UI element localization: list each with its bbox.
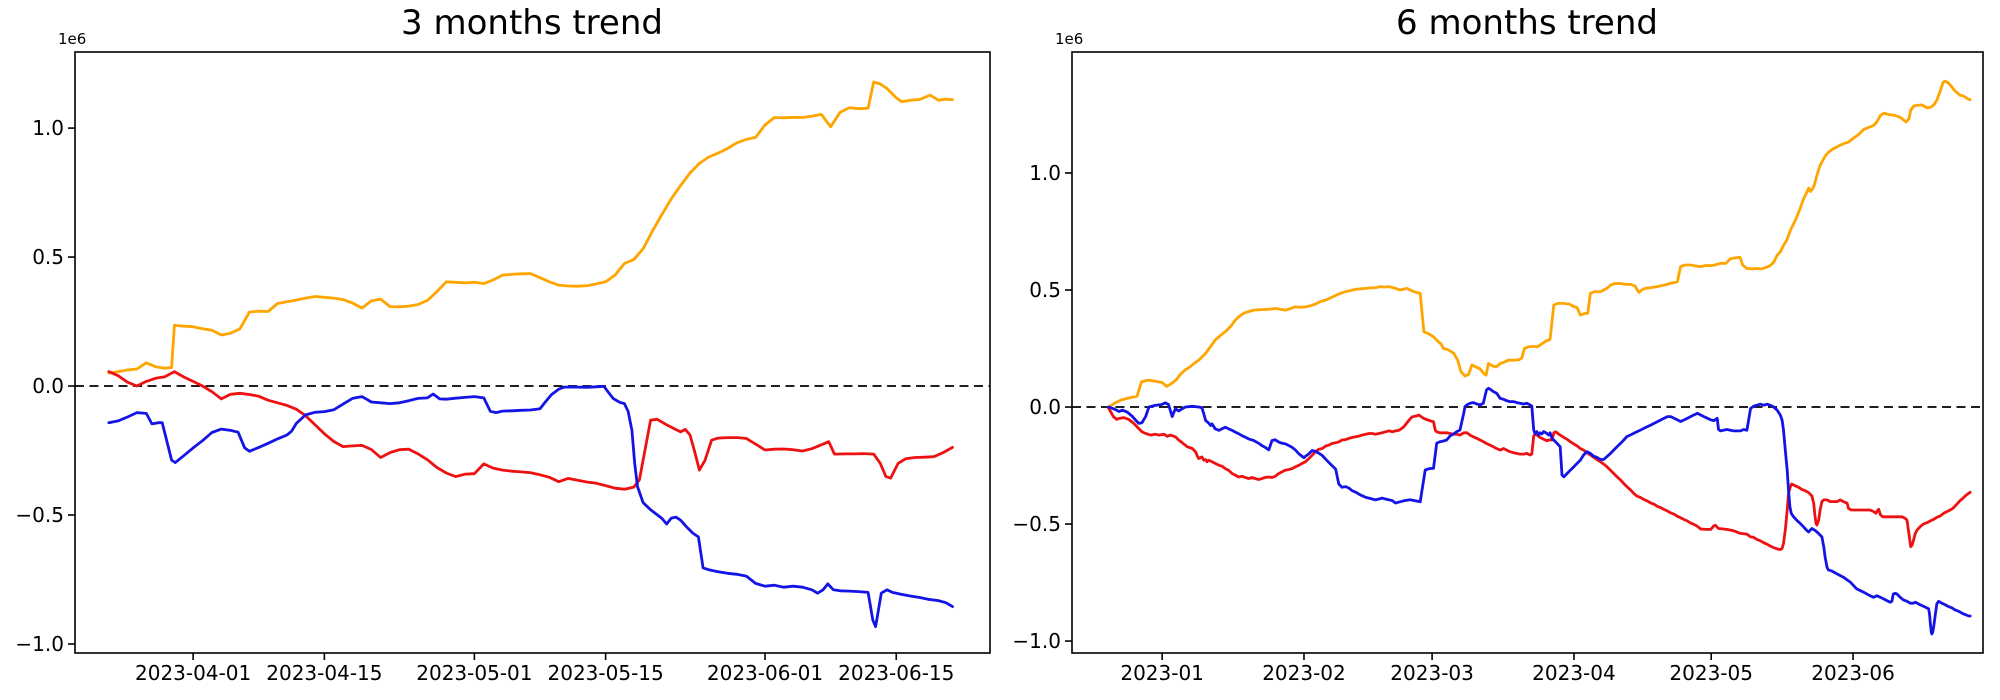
x-tick-label: 2023-02 <box>1262 661 1346 685</box>
axes-spines <box>1071 51 1984 654</box>
y-tick-label: 0.5 <box>32 245 64 269</box>
orange-line <box>1107 79 1972 409</box>
x-tick-label: 2023-03 <box>1390 661 1474 685</box>
x-tick-label: 2023-01 <box>1120 661 1204 685</box>
chart-title: 3 months trend <box>401 3 663 43</box>
y-tick-label: −0.5 <box>15 503 64 527</box>
chart-3-months-trend: 2023-04-01 2023-04-15 2023-05-01 2023-05-15… <box>15 3 991 685</box>
x-tick-label: 2023-06 <box>1811 661 1895 685</box>
y-tick-label: −0.5 <box>1012 512 1061 536</box>
red-line <box>1107 406 1972 551</box>
y-tick-label: −1.0 <box>1012 629 1061 653</box>
x-tick-label: 2023-06-15 <box>838 661 954 685</box>
orange-line <box>107 80 954 375</box>
chart-title: 6 months trend <box>1396 3 1658 43</box>
x-tick-label: 2023-05 <box>1669 661 1753 685</box>
x-tick-label: 2023-05-01 <box>416 661 532 685</box>
blue-line <box>1107 386 1972 636</box>
blue-line <box>107 384 954 629</box>
y-tick-label: 0.0 <box>1029 395 1061 419</box>
x-tick-label: 2023-04-01 <box>135 661 251 685</box>
x-tick-label: 2023-04-15 <box>266 661 382 685</box>
chart-6-months-trend: 2023-01 2023-02 2023-03 2023-04 2023-05 2023-… <box>1012 3 1984 685</box>
y-tick-label: 1.0 <box>32 116 64 140</box>
y-axis-scale-label: 1e6 <box>1055 30 1083 48</box>
x-tick-label: 2023-06-01 <box>707 661 823 685</box>
x-tick-label: 2023-05-15 <box>548 661 664 685</box>
y-tick-label: 0.0 <box>32 374 64 398</box>
y-axis-scale-label: 1e6 <box>58 30 86 48</box>
y-tick-label: −1.0 <box>15 632 64 656</box>
y-tick-label: 1.0 <box>1029 161 1061 185</box>
y-tick-label: 0.5 <box>1029 278 1061 302</box>
x-tick-label: 2023-04 <box>1532 661 1616 685</box>
red-line <box>107 370 954 491</box>
axes-spines <box>74 51 991 654</box>
